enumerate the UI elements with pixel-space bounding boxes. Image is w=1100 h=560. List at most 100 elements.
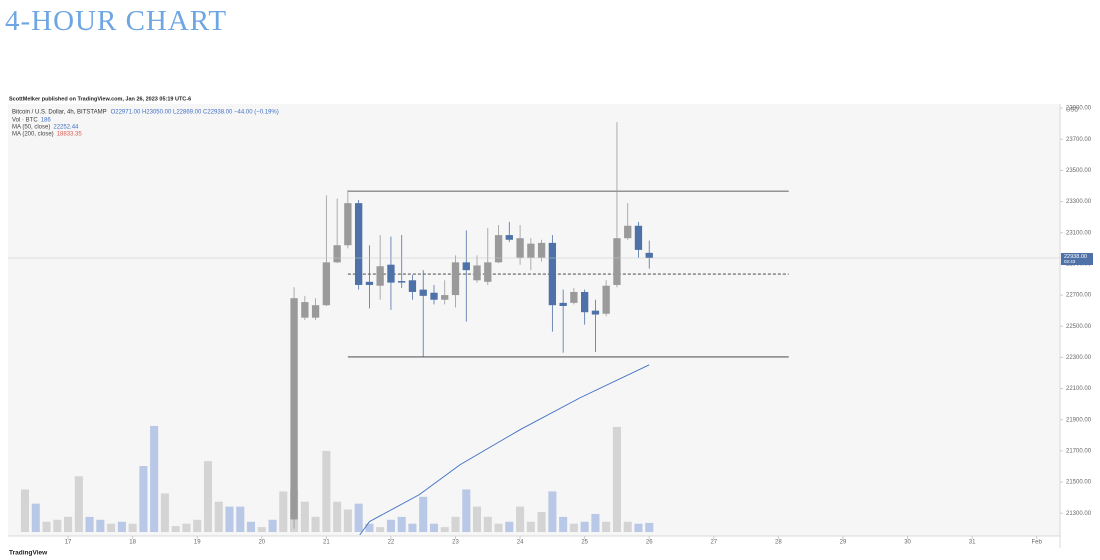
volume-bar [225, 506, 234, 532]
x-tick-label: 25 [581, 540, 588, 546]
chart-title: 4-HOUR CHART [5, 5, 227, 37]
x-tick-label: 28 [775, 540, 782, 546]
publisher: ScottMelker published on TradingView.com… [9, 96, 191, 102]
volume-bar [419, 496, 428, 532]
candle-body [570, 291, 578, 303]
candle-body [398, 281, 406, 283]
candle-body [484, 262, 492, 282]
volume-bar [612, 426, 621, 532]
volume-bar [193, 519, 202, 532]
y-tick-label: 23300.00 [1066, 199, 1092, 205]
volume-bar [397, 516, 406, 532]
brand: TradingView [9, 550, 48, 557]
volume-bar [462, 489, 471, 532]
candle-body [634, 225, 643, 250]
y-tick-label: 21900.00 [1066, 417, 1092, 423]
volume-bar [139, 466, 148, 532]
volume-bar [128, 523, 137, 532]
volume-bar [386, 519, 395, 532]
legend-label: Vol · BTC [12, 118, 38, 124]
x-tick-label: 19 [194, 540, 201, 546]
candle-body [473, 265, 481, 281]
candle-body [581, 291, 589, 313]
x-tick-label: 26 [646, 540, 653, 546]
volume-bar [322, 450, 331, 532]
candle-body [613, 238, 621, 285]
price-tag [1061, 252, 1093, 265]
plot [20, 122, 789, 535]
x-tick-label: 24 [517, 540, 524, 546]
candle-body [408, 280, 417, 292]
ohlc: O22971.00 H23050.00 L22869.00 C22938.00 … [111, 110, 279, 116]
volume-bar [343, 509, 352, 532]
volume-bar [117, 521, 126, 532]
candle-body [301, 302, 309, 318]
candle-body [527, 243, 535, 258]
plot-background [8, 104, 1060, 536]
volume-bar [31, 503, 40, 532]
y-tick-label: 23500.00 [1066, 168, 1092, 174]
candle-body [376, 266, 384, 286]
x-tick-label: 18 [129, 540, 136, 546]
candle-body [365, 281, 374, 285]
candle-body [494, 235, 503, 263]
volume-bar [20, 489, 30, 532]
candle-body [548, 242, 557, 306]
volume-bar [526, 521, 535, 532]
volume-bar [214, 501, 223, 532]
volume-bar [602, 521, 611, 532]
volume-bar [354, 503, 363, 532]
x-tick-label: 22 [388, 540, 395, 546]
x-tick-label: 30 [904, 540, 911, 546]
candle-body [387, 264, 395, 283]
x-tick-label: 21 [323, 540, 330, 546]
volume-bar [182, 523, 191, 532]
legend-label: MA (50, close) [12, 125, 50, 131]
volume-bar [64, 516, 73, 532]
x-tick-label: 20 [258, 540, 265, 546]
candle-body [430, 292, 438, 300]
candle-body [462, 262, 470, 271]
x-tick-label: 29 [840, 540, 847, 546]
volume-bar [623, 521, 632, 532]
currency: USD [1066, 108, 1079, 114]
volume-bar [333, 501, 342, 532]
x-tick-label: 31 [969, 540, 976, 546]
candle-body [322, 262, 331, 306]
legend-label: MA (200, close) [12, 132, 54, 138]
price-tag-label: 22938.00 [1064, 254, 1087, 260]
volume-bar [494, 523, 503, 532]
candle-body [311, 305, 320, 318]
y-tick-label: 23100.00 [1066, 230, 1092, 236]
symbol: Bitcoin / U.S. Dollar, 4h, BITSTAMP [12, 110, 107, 116]
volume-bar [537, 511, 546, 532]
volume-bar [365, 523, 374, 532]
volume-bar [483, 516, 492, 532]
y-tick-label: 21700.00 [1066, 448, 1092, 454]
volume-bar [591, 513, 600, 532]
volume-bar [311, 516, 320, 532]
x-tick-label: 27 [710, 540, 717, 546]
y-tick-label: 22300.00 [1066, 355, 1092, 361]
x-tick-label: 23 [452, 540, 459, 546]
candle-body [290, 298, 298, 520]
volume-bar [300, 501, 309, 532]
candle-body [505, 235, 513, 240]
y-tick-label: 21300.00 [1066, 511, 1092, 517]
volume-bar [645, 522, 654, 532]
price-tag-countdown: 02:43 [1064, 259, 1076, 264]
ma-line [359, 364, 650, 535]
y-tick-label: 23900.00 [1066, 106, 1092, 112]
candle-body [645, 252, 653, 258]
volume-bar [580, 521, 589, 532]
volume-bar [569, 523, 578, 532]
x-tick-label: 17 [65, 540, 72, 546]
x-tick-label: Feb [1032, 540, 1043, 546]
volume-bar [53, 519, 62, 532]
volume-bar [203, 461, 213, 532]
candle-body [419, 289, 427, 296]
volume-bar [429, 523, 439, 532]
volume-bar [376, 527, 385, 532]
volume-bar [85, 516, 94, 532]
